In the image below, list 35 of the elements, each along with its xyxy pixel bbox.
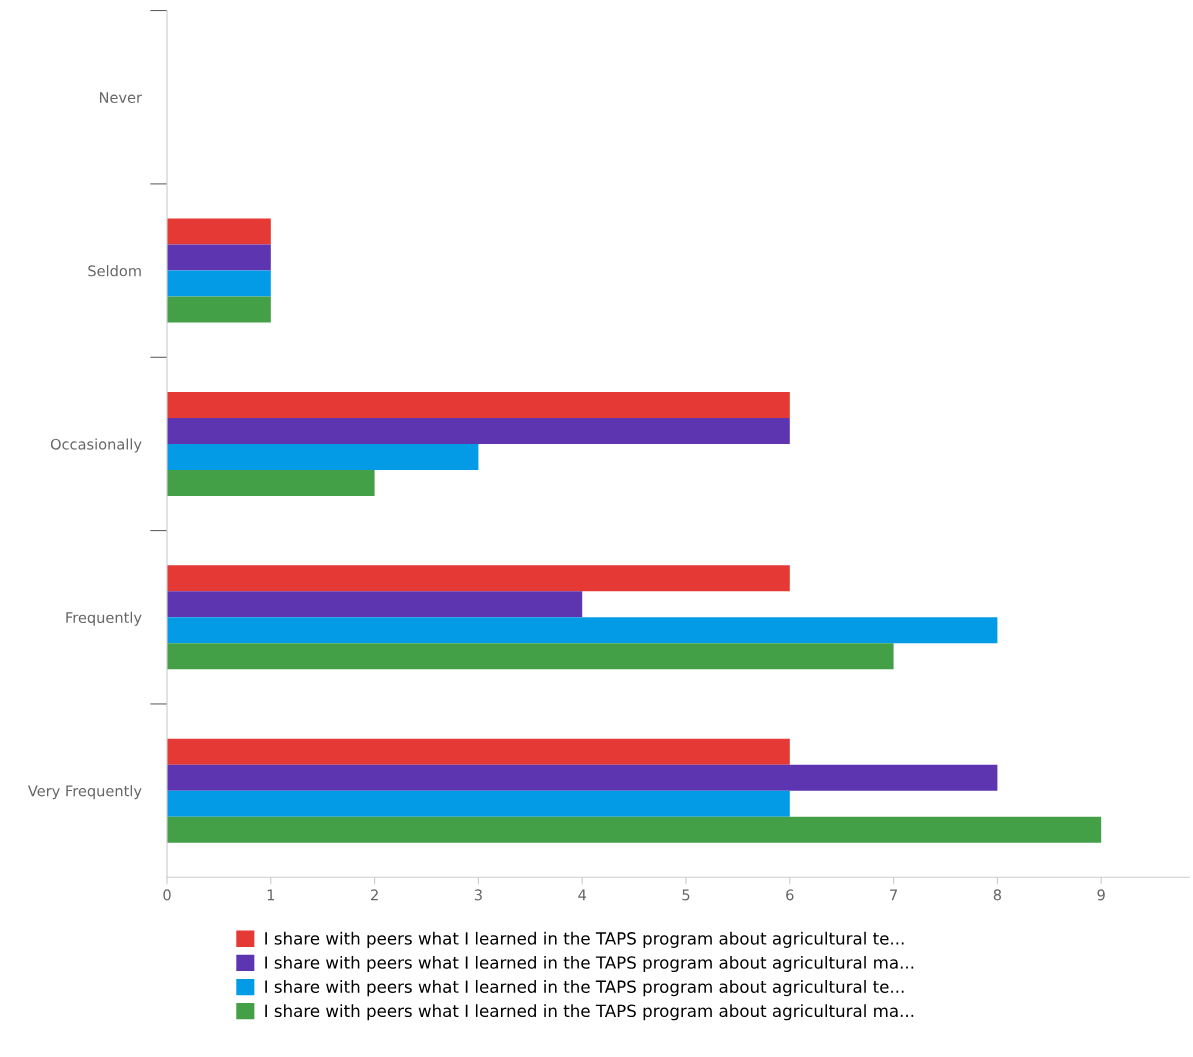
bar bbox=[167, 296, 271, 323]
bar bbox=[167, 469, 375, 496]
x-tick-label: 8 bbox=[993, 889, 1002, 901]
legend-label: I share with peers what I learned in the TAPS program about agricultural te... bbox=[265, 980, 904, 997]
bar bbox=[167, 764, 998, 791]
x-tick-label: 4 bbox=[578, 889, 587, 901]
x-tick-label: 6 bbox=[786, 889, 794, 901]
bar bbox=[167, 738, 790, 765]
bar bbox=[167, 643, 894, 670]
bar bbox=[167, 565, 790, 592]
x-tick-label: 3 bbox=[474, 889, 482, 901]
x-tick-label: 1 bbox=[267, 889, 275, 901]
x-tick-label: 9 bbox=[1097, 889, 1105, 901]
legend-label: I share with peers what I learned in the TAPS program about agricultural ma... bbox=[265, 1004, 914, 1021]
bar bbox=[167, 816, 1102, 843]
bar bbox=[167, 617, 998, 644]
y-tick-label: Never bbox=[99, 92, 143, 103]
bar bbox=[167, 218, 271, 245]
bar bbox=[167, 391, 790, 418]
x-tick-label: 7 bbox=[890, 889, 897, 901]
y-tick-label: Occasionally bbox=[50, 438, 142, 453]
x-tick-label: 5 bbox=[682, 889, 690, 901]
bar bbox=[167, 244, 271, 271]
x-tick-label: 2 bbox=[371, 889, 378, 901]
bar bbox=[167, 270, 271, 297]
bar bbox=[167, 417, 790, 444]
x-tick-label: 0 bbox=[163, 889, 171, 901]
bar bbox=[167, 591, 583, 618]
legend-label: I share with peers what I learned in the TAPS program about agricultural te... bbox=[265, 931, 904, 948]
y-tick-label: Seldom bbox=[88, 265, 141, 277]
bar bbox=[167, 790, 790, 817]
y-tick-label: Frequently bbox=[66, 611, 142, 626]
legend-label: I share with peers what I learned in the TAPS program about agricultural ma... bbox=[265, 955, 914, 973]
y-tick-label: Very Frequently bbox=[27, 785, 142, 800]
bar bbox=[167, 443, 479, 470]
